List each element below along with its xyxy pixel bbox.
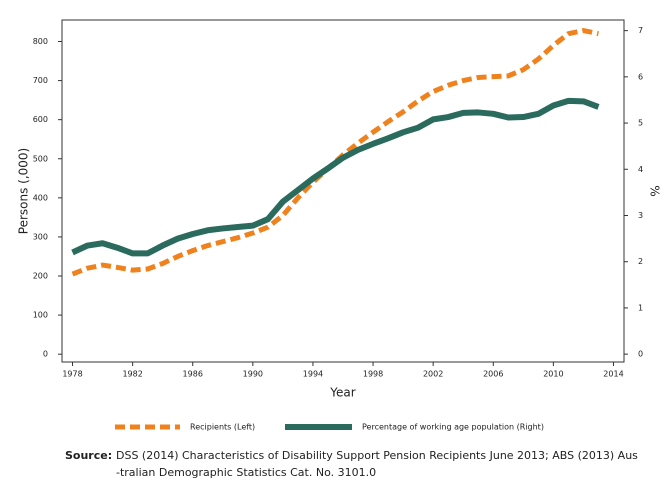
source-label: Source:	[65, 449, 112, 462]
x-axis-title: Year	[329, 386, 355, 400]
y2-tick-label: 0	[638, 350, 643, 359]
y-tick-label: 600	[33, 115, 48, 124]
y-tick-label: 300	[33, 232, 48, 241]
legend-label: Percentage of working age population (Ri…	[362, 423, 544, 432]
x-tick-label: 1978	[62, 370, 82, 379]
y2-tick-label: 7	[638, 26, 643, 35]
y2-tick-label: 6	[638, 72, 643, 81]
x-tick-label: 2002	[423, 370, 443, 379]
y2-tick-label: 1	[638, 303, 643, 312]
y-tick-label: 400	[33, 193, 48, 202]
plot-frame	[61, 19, 625, 363]
y-tick-label: 100	[33, 311, 48, 320]
series-line	[71, 97, 600, 257]
y-tick-label: 200	[33, 272, 48, 281]
y2-axis-title: %	[648, 185, 662, 196]
y2-tick-label: 5	[638, 119, 643, 128]
x-tick-label: 1998	[363, 370, 383, 379]
legend-label: Recipients (Left)	[190, 423, 255, 432]
y2-tick-label: 4	[638, 165, 643, 174]
x-tick-label: 2010	[543, 370, 563, 379]
y-tick-label: 0	[43, 350, 48, 359]
x-tick-label: 1990	[243, 370, 263, 379]
y2-tick-label: 3	[638, 211, 643, 220]
y2-tick-label: 2	[638, 257, 643, 266]
y-axis-title: Persons (,000)	[17, 148, 31, 234]
x-tick-label: 1986	[183, 370, 203, 379]
y-tick-label: 700	[33, 76, 48, 85]
source-text: -tralian Demographic Statistics Cat. No.…	[116, 466, 376, 479]
y-tick-label: 500	[33, 154, 48, 163]
y-tick-label: 800	[33, 37, 48, 46]
x-tick-label: 2006	[483, 370, 503, 379]
x-tick-label: 1982	[122, 370, 142, 379]
x-tick-label: 2014	[603, 370, 623, 379]
source-text: DSS (2014) Characteristics of Disability…	[116, 449, 638, 462]
x-tick-label: 1994	[303, 370, 323, 379]
series-line	[71, 28, 599, 277]
